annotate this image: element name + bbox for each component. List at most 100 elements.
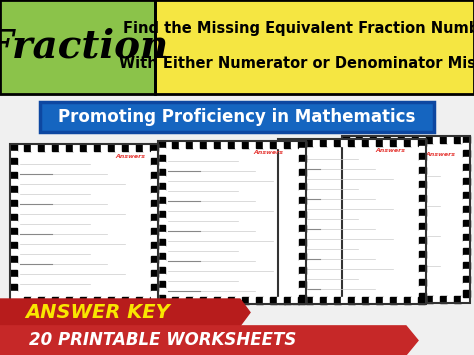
Bar [158, 169, 165, 176]
Bar [207, 141, 214, 148]
Bar [155, 0, 474, 94]
Bar [256, 141, 263, 148]
Bar [158, 190, 165, 197]
Bar [214, 297, 221, 304]
Bar [10, 144, 158, 304]
Bar [200, 297, 207, 304]
Bar [292, 139, 299, 146]
Bar [463, 213, 470, 220]
Bar [158, 239, 165, 246]
Text: 20 PRINTABLE WORKSHEETS: 20 PRINTABLE WORKSHEETS [29, 332, 297, 349]
Bar [150, 144, 157, 151]
Bar [369, 139, 376, 146]
Bar [151, 172, 158, 179]
Bar [172, 141, 179, 148]
Bar [115, 297, 122, 304]
Bar [419, 279, 426, 286]
Bar [341, 297, 348, 304]
Text: Answers: Answers [115, 153, 145, 158]
Bar [207, 297, 214, 304]
Bar [391, 136, 398, 143]
Bar [108, 144, 115, 151]
Bar [10, 179, 17, 186]
Bar [463, 241, 470, 248]
Bar [313, 139, 320, 146]
Bar [87, 297, 94, 304]
Bar [17, 144, 24, 151]
Bar [101, 144, 108, 151]
Bar [342, 136, 470, 303]
Bar [384, 136, 391, 143]
Bar [320, 297, 327, 304]
Bar [277, 297, 284, 304]
Bar [440, 296, 447, 303]
Bar [454, 296, 461, 303]
Bar [463, 143, 470, 150]
Bar [278, 139, 285, 146]
Bar [165, 297, 172, 304]
Bar [158, 218, 165, 225]
Bar [299, 239, 306, 246]
Bar [342, 262, 349, 269]
Bar [342, 206, 349, 213]
Bar [278, 286, 285, 293]
Bar [158, 246, 165, 253]
Bar [143, 144, 150, 151]
Bar [151, 242, 158, 249]
Bar [59, 297, 66, 304]
Bar [186, 297, 193, 304]
Bar [158, 148, 165, 155]
Bar [158, 267, 165, 274]
Bar [94, 144, 101, 151]
Bar [299, 162, 306, 169]
Bar [418, 297, 425, 304]
Bar [108, 297, 115, 304]
Bar [463, 171, 470, 178]
Bar [256, 297, 263, 304]
Bar [327, 139, 334, 146]
Bar [31, 144, 38, 151]
Bar [151, 186, 158, 193]
Bar [151, 228, 158, 235]
Bar [463, 255, 470, 262]
Bar [463, 192, 470, 199]
Bar [52, 144, 59, 151]
Bar [158, 141, 165, 148]
Bar [363, 136, 370, 143]
Bar [228, 297, 235, 304]
Bar [404, 297, 411, 304]
Bar [151, 284, 158, 291]
Bar [342, 241, 349, 248]
Bar [158, 297, 165, 304]
Bar [463, 220, 470, 227]
Bar [40, 102, 434, 132]
Bar [10, 291, 17, 298]
Bar [249, 297, 256, 304]
Bar [158, 288, 165, 295]
Bar [278, 181, 285, 188]
Bar [377, 136, 384, 143]
Text: Answers: Answers [375, 148, 405, 153]
Bar [299, 218, 306, 225]
Bar [419, 237, 426, 244]
Bar [10, 151, 17, 158]
Bar [299, 281, 306, 288]
Bar [278, 237, 285, 244]
Bar [151, 151, 158, 158]
Bar [17, 297, 24, 304]
Bar [419, 181, 426, 188]
Bar [363, 296, 370, 303]
Text: Answers: Answers [425, 153, 455, 158]
Bar [390, 139, 397, 146]
Bar [151, 200, 158, 207]
Bar [463, 276, 470, 283]
Bar [31, 297, 38, 304]
Bar [263, 141, 270, 148]
Bar [172, 297, 179, 304]
Bar [179, 297, 186, 304]
Bar [80, 144, 87, 151]
Text: Find the Missing Equivalent Fraction Numbers: Find the Missing Equivalent Fraction Num… [123, 21, 474, 36]
Bar [235, 297, 242, 304]
Bar [284, 141, 291, 148]
Bar [158, 162, 165, 169]
